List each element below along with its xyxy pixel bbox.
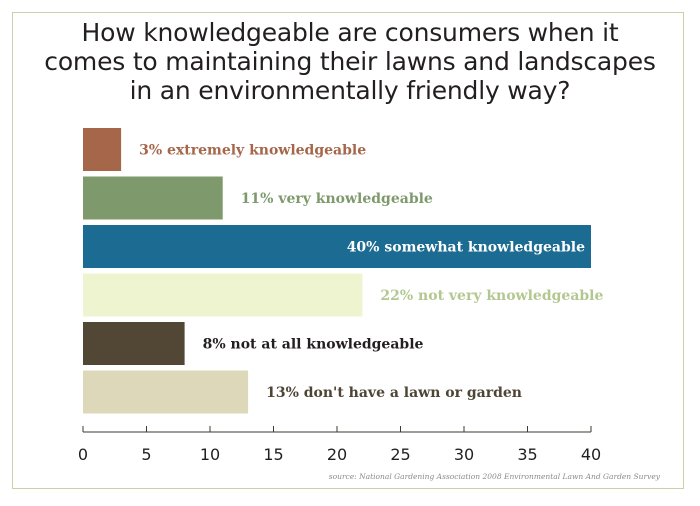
bar-3 <box>83 225 591 268</box>
x-tick-label-35: 35 <box>517 445 537 464</box>
bar-label-4: 22% not very knowledgeable <box>380 288 603 304</box>
chart-title: How knowledgeable are consumers when it … <box>20 18 680 105</box>
source-note: source: National Gardening Association 2… <box>328 472 660 481</box>
bar-1 <box>83 128 122 171</box>
chart-frame <box>12 12 684 489</box>
x-tick-label-30: 30 <box>454 445 474 464</box>
chart-title-line-1: How knowledgeable are consumers when it <box>81 18 619 47</box>
bar-label-6: 13% don't have a lawn or garden <box>266 385 522 401</box>
bar-label-2: 11% very knowledgeable <box>241 191 433 207</box>
x-tick-label-40: 40 <box>581 445 601 464</box>
bar-label-1: 3% extremely knowledgeable <box>139 143 366 159</box>
bar-6 <box>83 370 249 414</box>
chart-title-line-2: comes to maintaining their lawns and lan… <box>44 47 656 76</box>
x-tick-label-10: 10 <box>200 445 220 464</box>
x-tick-label-15: 15 <box>263 445 283 464</box>
bar-5 <box>83 322 185 365</box>
x-tick-label-20: 20 <box>327 445 347 464</box>
bar-label-3: 40% somewhat knowledgeable <box>347 240 585 256</box>
x-tick-label-5: 5 <box>141 445 151 464</box>
x-tick-label-25: 25 <box>390 445 410 464</box>
bar-4 <box>83 273 363 317</box>
x-tick-label-0: 0 <box>78 445 88 464</box>
bar-label-5: 8% not at all knowledgeable <box>203 337 424 353</box>
bar-2 <box>83 176 223 220</box>
chart-title-line-3: in an environmentally friendly way? <box>129 76 571 105</box>
